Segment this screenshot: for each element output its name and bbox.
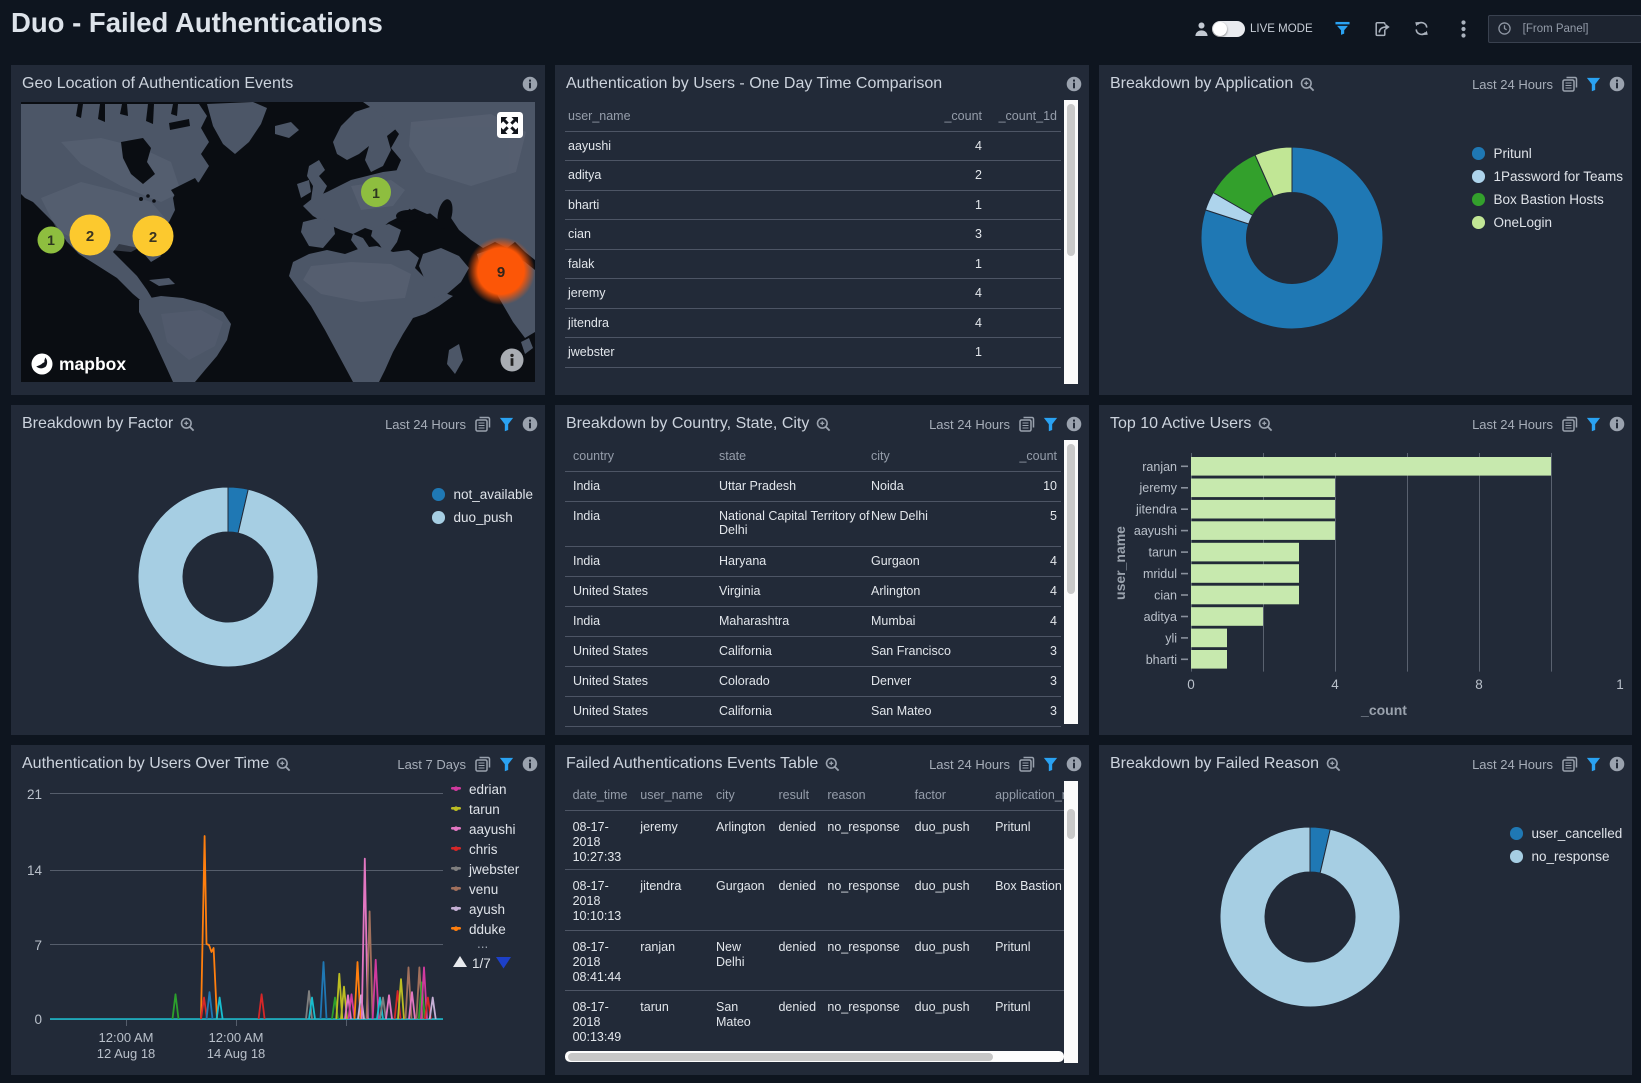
svg-text:aayushi: aayushi <box>469 822 516 837</box>
svg-text:venu: venu <box>469 882 498 897</box>
svg-text:ranjan: ranjan <box>1142 460 1177 474</box>
svg-text:1/7: 1/7 <box>472 956 491 971</box>
svg-text:0: 0 <box>1187 677 1195 692</box>
svg-text:aayushi: aayushi <box>1134 524 1177 538</box>
svg-text:1: 1 <box>1616 677 1624 692</box>
svg-text:tarun: tarun <box>469 802 500 817</box>
svg-text:jitendra: jitendra <box>1135 503 1177 517</box>
svg-text:tarun: tarun <box>1149 546 1178 560</box>
svg-text:12:00 AM: 12:00 AM <box>209 1030 264 1045</box>
svg-text:dduke: dduke <box>469 922 506 937</box>
svg-text:yli: yli <box>1165 631 1177 645</box>
svg-text:14: 14 <box>27 863 43 878</box>
svg-text:1: 1 <box>372 185 380 201</box>
svg-text:mridul: mridul <box>1143 567 1177 581</box>
svg-text:...: ... <box>477 936 488 951</box>
svg-text:14 Aug 18: 14 Aug 18 <box>207 1046 266 1061</box>
svg-text:7: 7 <box>34 938 42 953</box>
svg-text:chris: chris <box>469 842 498 857</box>
svg-text:cian: cian <box>1154 589 1177 603</box>
svg-text:edrian: edrian <box>469 782 507 797</box>
svg-text:12 Aug 18: 12 Aug 18 <box>97 1046 156 1061</box>
svg-text:aditya: aditya <box>1144 610 1177 624</box>
svg-text:21: 21 <box>27 787 42 802</box>
svg-text:_count: _count <box>1360 702 1407 718</box>
svg-text:8: 8 <box>1475 677 1483 692</box>
svg-text:jwebster: jwebster <box>468 862 520 877</box>
svg-text:2: 2 <box>149 229 157 246</box>
svg-text:ayush: ayush <box>469 902 505 917</box>
svg-text:4: 4 <box>1331 677 1339 692</box>
svg-text:user_name: user_name <box>1112 526 1128 600</box>
svg-text:0: 0 <box>34 1012 42 1027</box>
svg-text:9: 9 <box>497 264 505 281</box>
svg-text:2: 2 <box>86 228 94 245</box>
svg-text:bharti: bharti <box>1146 653 1177 667</box>
svg-text:jeremy: jeremy <box>1138 481 1177 495</box>
svg-text:1: 1 <box>47 232 55 248</box>
svg-text:12:00 AM: 12:00 AM <box>99 1030 154 1045</box>
svg-text:mapbox: mapbox <box>59 354 126 374</box>
